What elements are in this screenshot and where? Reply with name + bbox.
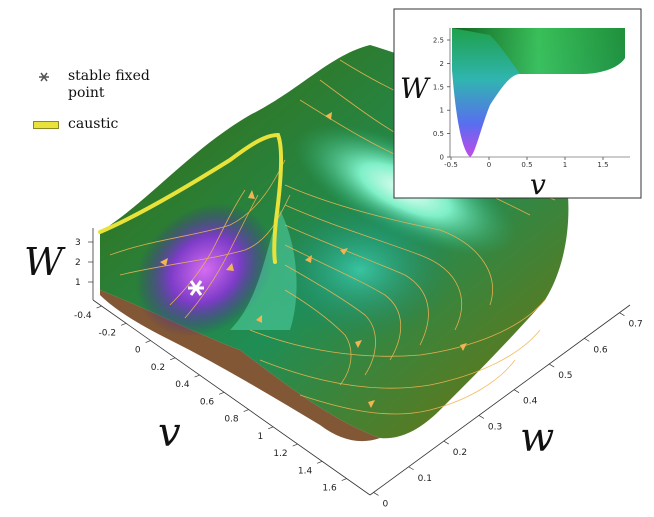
v-tick-label: 1.2 xyxy=(273,449,287,459)
W-tick: 2 xyxy=(75,258,81,268)
flow-line xyxy=(284,289,352,386)
w-tick-mark xyxy=(549,363,555,368)
inset-W-label: W xyxy=(400,72,429,105)
inset-y-tick-label: 0.5 xyxy=(433,130,444,138)
w-tick-label: 0 xyxy=(383,499,389,509)
teal-basin xyxy=(265,200,455,340)
flow-line xyxy=(169,189,246,306)
fixed-point-legend-label: stable fixed point xyxy=(68,68,150,101)
v-tick-label: 1 xyxy=(257,432,263,442)
flow-line xyxy=(284,244,402,361)
w-tick-mark xyxy=(584,338,590,342)
w-tick-label: 0.3 xyxy=(488,422,502,432)
W-axis: 1 2 3 xyxy=(75,228,94,300)
v-tick-label: 1.4 xyxy=(298,466,313,476)
flow-arrow xyxy=(248,190,255,199)
inset-y-tick-label: 2 xyxy=(440,60,444,68)
flow-arrow xyxy=(160,258,168,266)
w-tick-mark xyxy=(513,389,520,394)
v-tick-mark xyxy=(219,391,225,395)
inset-panel: 00.511.522.5 -0.5 0 0.5 1 1.5 xyxy=(393,8,642,199)
v-tick-label: 0.6 xyxy=(200,397,215,407)
flow-arrow xyxy=(226,263,234,271)
inset-x-tick-label: 0.5 xyxy=(521,161,532,169)
flow-line xyxy=(249,299,546,357)
flow-arrow xyxy=(368,400,375,408)
v-tick-mark xyxy=(169,357,176,361)
v-tick-label: 0.8 xyxy=(224,415,239,425)
flow-line xyxy=(259,329,541,389)
W-tick: 3 xyxy=(75,238,81,248)
v-tick-mark xyxy=(341,478,347,481)
inset-x-tick-label: 0 xyxy=(487,161,491,169)
w-tick-label: 0.4 xyxy=(523,397,538,407)
flow-line xyxy=(119,194,291,276)
caustic-legend-swatch xyxy=(33,121,59,129)
v-tick-label: 0.4 xyxy=(175,380,190,390)
v-tick-label: 0 xyxy=(135,346,141,356)
w-tick-mark xyxy=(408,466,414,471)
flow-line xyxy=(284,184,493,306)
w-tick-mark xyxy=(619,312,625,317)
ridge-highlight xyxy=(230,210,297,330)
flow-line xyxy=(109,159,286,256)
flow-arrow xyxy=(256,315,262,323)
w-tick-mark xyxy=(478,415,485,419)
flow-arrow xyxy=(460,343,467,351)
v-tick-mark xyxy=(292,443,298,447)
inset-x-tick-label: -0.5 xyxy=(444,161,458,169)
flow-line xyxy=(284,204,462,331)
inset-x-tick-label: 1 xyxy=(563,161,567,169)
flow-line xyxy=(284,224,429,346)
fixed-point-legend-icon xyxy=(39,72,49,82)
w-tick-label: 0.6 xyxy=(593,345,608,355)
W-tick: 1 xyxy=(75,278,81,288)
inset-y-tick-label: 0 xyxy=(440,154,444,162)
w-tick-mark xyxy=(373,492,379,496)
W-axis-label: W xyxy=(24,240,64,284)
v-tick-label: 1.6 xyxy=(322,484,337,494)
purple-valley xyxy=(135,203,275,337)
v-tick-label: -0.2 xyxy=(99,328,117,338)
flow-arrow xyxy=(305,255,312,263)
v-tick-mark xyxy=(268,426,274,430)
flow-arrow xyxy=(340,248,348,255)
w-axis-label: w xyxy=(520,415,555,461)
v-axis: -0.4 -0.2 0 0.2 0.4 0.6 0.8 1 1.2 1.4 1.6 xyxy=(74,299,371,496)
w-tick-label: 0.1 xyxy=(418,474,432,484)
v-tick-mark xyxy=(96,305,102,309)
flow-line xyxy=(284,264,376,376)
inset-y-tick-label: 2.5 xyxy=(433,37,444,45)
v-tick-mark xyxy=(317,461,323,464)
v-tick-mark xyxy=(194,374,200,378)
flow-line xyxy=(299,359,516,415)
w-tick-label: 0.2 xyxy=(453,448,467,458)
v-tick-mark xyxy=(120,322,127,326)
inset-y-tick-label: 1.5 xyxy=(433,83,444,91)
v-axis-label: v xyxy=(158,410,181,456)
stable-fixed-point xyxy=(188,280,204,296)
caustic-curve xyxy=(98,132,284,264)
w-tick-label: 0.5 xyxy=(558,371,572,381)
inset-v-label: v xyxy=(530,168,546,201)
v-tick-label: -0.4 xyxy=(74,311,92,321)
inset-x-tick-label: 1.5 xyxy=(597,161,608,169)
w-tick-label: 0.7 xyxy=(628,320,642,330)
w-tick-mark xyxy=(443,440,449,445)
w-axis: 0 0.1 0.2 0.3 0.4 0.5 0.6 0.7 xyxy=(369,304,643,509)
v-tick-mark xyxy=(243,409,249,412)
flow-arrow xyxy=(355,340,362,348)
flow-line xyxy=(184,194,259,319)
v-tick-label: 0.2 xyxy=(151,363,165,373)
v-tick-mark xyxy=(145,340,151,343)
flow-arrows xyxy=(160,112,467,408)
flow-arrow xyxy=(325,112,332,120)
caustic-legend-label: caustic xyxy=(68,116,119,132)
inset-y-tick-label: 1 xyxy=(440,107,444,115)
inset-surface-top xyxy=(452,28,625,74)
